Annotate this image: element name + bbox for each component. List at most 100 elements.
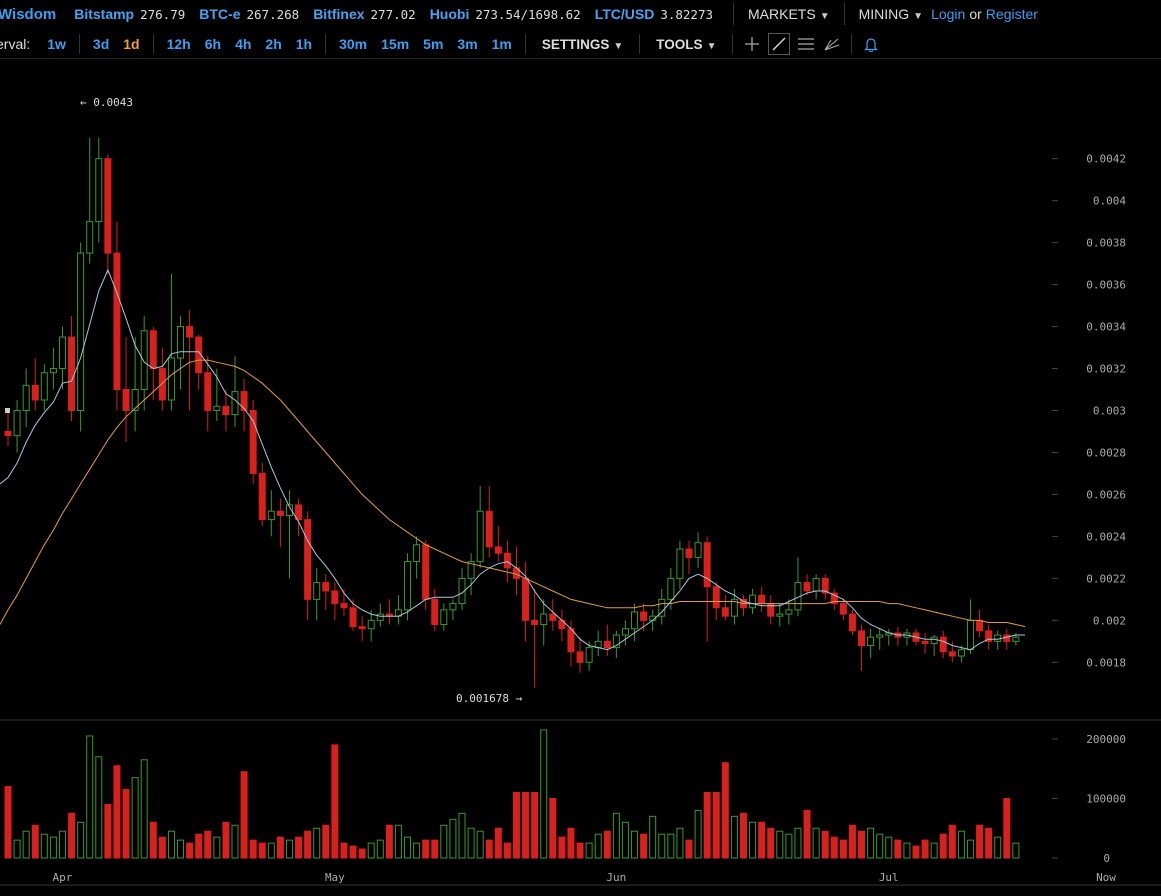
candle-body-down <box>186 326 194 338</box>
ticker-btce[interactable]: BTC-e 267.268 <box>199 6 299 22</box>
volume-bar <box>676 827 684 859</box>
volume-bar <box>821 830 829 859</box>
volume-bar <box>58 830 66 859</box>
markets-menu[interactable]: MARKETS ▼ <box>748 6 830 22</box>
caret-down-icon: ▼ <box>706 40 717 52</box>
candle-body-down <box>322 582 330 592</box>
volume-bar <box>467 827 475 859</box>
volume-bar <box>140 759 148 859</box>
interval-label: erval: <box>0 36 31 52</box>
volume-bar <box>985 827 993 859</box>
volume-bar <box>276 836 284 859</box>
mining-menu[interactable]: MINING ▼ <box>859 6 923 22</box>
volume-bar <box>249 839 257 859</box>
interval-1h[interactable]: 1h <box>295 36 313 52</box>
interval-4h[interactable]: 4h <box>235 36 252 52</box>
crosshair-icon[interactable] <box>742 34 762 54</box>
volume-bar <box>4 786 12 859</box>
volume-bar <box>295 836 303 859</box>
volume-bar <box>948 824 956 859</box>
volume-bar <box>812 827 820 859</box>
ticker-huobi[interactable]: Huobi 273.54/1698.62 <box>430 6 581 22</box>
volume-bar <box>966 839 974 859</box>
fib-lines-icon[interactable] <box>796 34 816 54</box>
volume-bar <box>68 812 76 859</box>
time-axis-label: Jun <box>606 871 626 884</box>
volume-bar <box>204 830 212 859</box>
interval-5m[interactable]: 5m <box>423 36 444 52</box>
candle-body-down <box>204 372 212 411</box>
candle-body-down <box>276 510 284 516</box>
candle-body-down <box>358 626 366 630</box>
volume-bar <box>213 836 221 859</box>
register-link[interactable]: Register <box>985 6 1038 22</box>
volume-bar <box>40 833 48 859</box>
candle-body-up <box>367 619 375 630</box>
candle-body-up <box>621 628 629 636</box>
volume-bar <box>512 792 520 859</box>
volume-bar <box>667 833 675 859</box>
candle-body-down <box>685 548 693 558</box>
divider <box>639 34 641 54</box>
settings-label: SETTINGS <box>541 36 610 52</box>
volume-bar <box>313 827 321 859</box>
candle-body-down <box>240 391 248 411</box>
volume-bar <box>876 833 884 859</box>
price-tick-label: 0.0034 <box>1086 321 1126 334</box>
settings-menu[interactable]: SETTINGS ▼ <box>542 37 623 52</box>
volume-bar <box>422 839 430 859</box>
draw-icon[interactable] <box>822 34 842 54</box>
interval-6h[interactable]: 6h <box>204 36 222 52</box>
candle-body-down <box>349 607 357 628</box>
price-chart[interactable]: 0.0042 0.004 0.0038 0.0036 0.0034 0.0032 0.003… <box>0 58 1161 896</box>
high-annotation: ← 0.0043 <box>80 96 133 109</box>
candle-body-down <box>567 628 575 653</box>
volume-bar <box>930 842 938 859</box>
ticker-bitfinex[interactable]: Bitfinex 277.02 <box>313 6 416 22</box>
candle-body-up <box>749 594 757 609</box>
candle-body-up <box>95 158 103 223</box>
interval-3d[interactable]: 3d <box>92 36 110 52</box>
volume-bar <box>603 830 611 859</box>
ticker-name: LTC/USD <box>594 6 655 22</box>
login-link[interactable]: Login <box>931 6 966 22</box>
annotations-layer: ← 0.0043 0.001678 → <box>5 96 523 705</box>
candle-body-down <box>503 552 511 569</box>
divider <box>524 34 526 54</box>
interval-1w[interactable]: 1w <box>47 36 66 52</box>
interval-30m[interactable]: 30m <box>339 36 368 52</box>
alert-bell-icon[interactable] <box>861 34 881 54</box>
ticker-value: 277.02 <box>370 7 416 22</box>
volume-bar <box>785 833 793 859</box>
interval-12h[interactable]: 12h <box>166 36 191 52</box>
candle-body-down <box>976 619 984 632</box>
interval-15m[interactable]: 15m <box>381 36 410 52</box>
brand-logo[interactable]: Wisdom <box>0 5 57 23</box>
volume-tick-label: 0 <box>1103 852 1110 865</box>
tools-menu[interactable]: TOOLS ▼ <box>656 37 716 52</box>
volume-bar <box>758 821 766 859</box>
interval-1m[interactable]: 1m <box>491 36 512 52</box>
candle-body-down <box>948 651 956 657</box>
ticker-bitstamp[interactable]: Bitstamp 276.79 <box>74 6 185 22</box>
trendline-icon[interactable] <box>768 33 791 55</box>
volume-bar <box>567 827 575 859</box>
interval-3m[interactable]: 3m <box>457 36 478 52</box>
candle-body-up <box>730 598 738 617</box>
interval-1d[interactable]: 1d <box>123 36 140 52</box>
volume-bar <box>558 836 566 859</box>
volume-bar <box>131 777 139 859</box>
candle-body-down <box>158 368 166 401</box>
volume-bar <box>685 839 693 859</box>
candle-body-up <box>694 542 702 558</box>
candle-body-up <box>867 636 875 647</box>
ticker-ltcusd[interactable]: LTC/USD 3.82273 <box>595 6 713 22</box>
candle-body-up <box>612 634 620 649</box>
candle-body-up <box>467 561 475 579</box>
tools-label: TOOLS <box>656 36 703 52</box>
volume-bar <box>1003 797 1011 859</box>
candle-body-up <box>167 357 175 401</box>
candle-body-up <box>285 504 293 516</box>
candle-body-up <box>140 330 148 391</box>
interval-2h[interactable]: 2h <box>265 36 282 52</box>
